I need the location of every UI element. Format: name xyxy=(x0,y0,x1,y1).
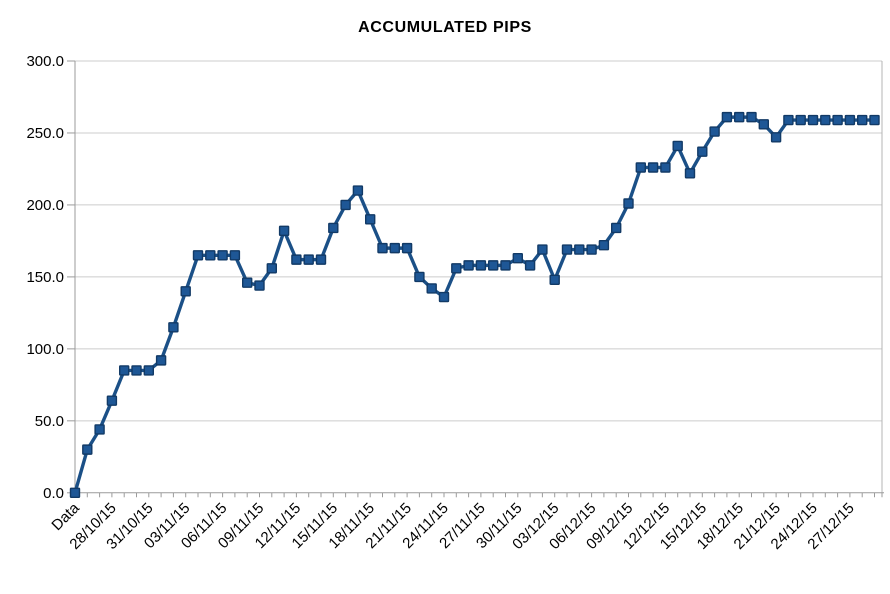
data-point-marker xyxy=(426,283,437,294)
data-point-marker xyxy=(672,140,683,152)
data-point-marker xyxy=(844,114,856,126)
data-point-marker xyxy=(770,132,782,143)
data-point-marker xyxy=(734,111,745,123)
data-point-marker xyxy=(820,114,831,126)
data-point-marker xyxy=(574,244,585,255)
data-point-marker xyxy=(488,260,499,271)
data-point-marker xyxy=(451,263,462,274)
data-point-marker xyxy=(684,168,696,179)
data-point-marker xyxy=(537,244,548,255)
data-point-marker xyxy=(205,250,216,261)
data-point-marker xyxy=(709,126,720,137)
data-point-marker xyxy=(377,242,388,254)
plot-area: 0.050.0100.0150.0200.0250.0300.0Data28/1… xyxy=(26,53,884,553)
data-point-marker xyxy=(783,114,794,126)
data-point-marker xyxy=(328,222,339,234)
y-tick-label: 250.0 xyxy=(26,125,64,142)
data-point-marker xyxy=(241,277,253,288)
data-point-marker xyxy=(106,395,118,406)
data-point-marker xyxy=(291,254,302,265)
data-point-marker xyxy=(500,260,511,271)
data-point-marker xyxy=(365,214,376,225)
data-point-marker xyxy=(168,322,179,333)
data-point-marker xyxy=(315,254,327,265)
data-point-marker xyxy=(94,424,105,435)
data-point-marker xyxy=(438,291,450,303)
y-tick-label: 100.0 xyxy=(26,341,64,358)
data-point-marker xyxy=(660,162,671,173)
data-point-marker xyxy=(118,365,130,376)
data-point-marker xyxy=(475,260,487,271)
data-point-marker xyxy=(155,355,167,366)
data-point-marker xyxy=(401,242,413,254)
data-point-marker xyxy=(635,162,646,173)
data-point-marker xyxy=(832,114,843,126)
data-point-marker xyxy=(549,274,560,285)
data-point-marker xyxy=(229,250,241,261)
y-tick-label: 0.0 xyxy=(43,485,64,502)
data-point-marker xyxy=(131,365,142,376)
data-point-marker xyxy=(512,252,523,264)
data-point-marker xyxy=(598,240,610,251)
data-point-marker xyxy=(217,250,228,261)
data-point-marker xyxy=(524,260,536,271)
data-point-marker xyxy=(143,365,155,376)
data-point-marker xyxy=(254,280,265,291)
data-point-marker xyxy=(795,114,806,126)
data-point-marker xyxy=(414,271,425,283)
data-point-marker xyxy=(697,146,708,157)
data-point-marker xyxy=(463,260,474,271)
data-point-marker xyxy=(721,111,733,123)
y-tick-label: 200.0 xyxy=(26,197,64,214)
data-point-marker xyxy=(746,111,757,123)
y-tick-label: 300.0 xyxy=(26,53,64,70)
data-point-marker xyxy=(869,114,880,126)
data-point-marker xyxy=(807,114,819,126)
data-point-marker xyxy=(266,263,277,274)
data-point-marker xyxy=(192,250,204,261)
data-point-marker xyxy=(303,254,314,265)
data-point-marker xyxy=(623,198,634,209)
data-point-marker xyxy=(561,244,573,255)
y-tick-label: 150.0 xyxy=(26,269,64,286)
chart-title: ACCUMULATED PIPS xyxy=(358,19,532,36)
y-tick-label: 50.0 xyxy=(35,413,64,430)
data-point-marker xyxy=(758,119,769,130)
data-point-marker xyxy=(82,444,93,455)
data-point-marker xyxy=(389,242,400,254)
series-line xyxy=(73,115,877,495)
data-point-marker xyxy=(586,244,597,255)
data-point-marker xyxy=(647,162,659,173)
data-point-marker xyxy=(69,487,81,498)
data-point-marker xyxy=(180,286,191,297)
data-point-marker xyxy=(352,185,364,196)
data-point-marker xyxy=(278,225,290,237)
data-point-marker xyxy=(857,114,868,126)
data-point-marker xyxy=(611,222,622,234)
data-point-marker xyxy=(340,199,351,211)
